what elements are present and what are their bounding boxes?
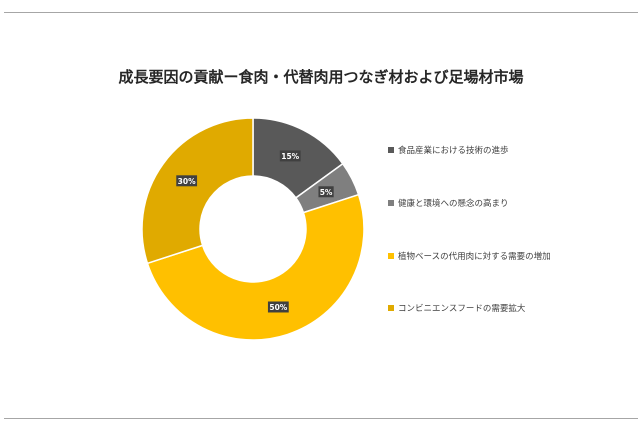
legend-label: コンビニエンスフードの需要拡大 (398, 304, 526, 314)
data-label-technology: 15% (279, 150, 301, 162)
data-label-text: 5% (320, 188, 333, 197)
slice-convenience (141, 117, 254, 265)
data-label-health: 5% (318, 186, 334, 198)
data-label-background (318, 186, 334, 198)
legend-item-health: 健康と環境への懸念の高まり (388, 197, 509, 209)
data-label-background (176, 175, 198, 187)
bottom-divider (4, 418, 638, 419)
legend-item-plant-based: 植物ベースの代用肉に対する需要の増加 (388, 250, 551, 262)
legend-swatch (388, 147, 394, 153)
legend-label: 健康と環境への懸念の高まり (398, 199, 509, 209)
data-label-text: 15% (281, 152, 299, 161)
top-divider (4, 12, 638, 13)
legend-swatch (388, 305, 394, 311)
data-label-convenience: 30% (176, 175, 198, 187)
data-label-text: 30% (178, 177, 196, 186)
chart-title: 成長要因の貢献ー食肉・代替肉用つなぎ材および足場材市場 (118, 68, 524, 86)
data-label-background (267, 301, 289, 313)
data-label-text: 50% (269, 303, 287, 312)
slice-plant-based (146, 193, 365, 341)
data-label-plant-based: 50% (267, 301, 289, 313)
legend-item-technology: 食品産業における技術の進歩 (388, 144, 509, 156)
legend-label: 植物ベースの代用肉に対する需要の増加 (398, 252, 551, 262)
legend-item-convenience: コンビニエンスフードの需要拡大 (388, 302, 525, 314)
legend-swatch (388, 200, 394, 206)
legend-label: 食品産業における技術の進歩 (398, 146, 509, 156)
data-label-background (279, 150, 301, 162)
legend-swatch (388, 253, 394, 259)
